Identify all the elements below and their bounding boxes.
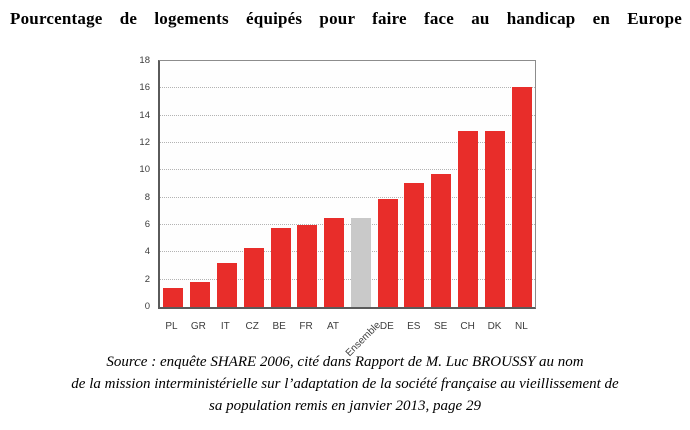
- x-tick-label-pl: PL: [165, 321, 178, 332]
- bar-es: [404, 182, 425, 307]
- bar-ch: [457, 130, 478, 307]
- bar-slot-nl: [508, 61, 535, 307]
- gridline-6: [160, 224, 535, 225]
- gridline-14: [160, 114, 535, 116]
- bar-ensemble: [350, 218, 371, 307]
- y-axis-labels: 0 2 4 6 8 10 12 14 16 18: [116, 55, 154, 312]
- bar-be: [270, 227, 291, 307]
- x-tick-label-es: ES: [407, 321, 421, 332]
- bar-slot-es: [401, 61, 428, 307]
- source-line-2: de la mission interministérielle sur l’a…: [71, 376, 619, 392]
- bar-slot-at: [321, 61, 348, 307]
- x-tick-label-se: SE: [434, 321, 448, 332]
- x-tick-label-nl: NL: [515, 321, 528, 332]
- y-tick-label-0: 0: [144, 301, 150, 312]
- bar-slot-de: [374, 61, 401, 307]
- bar-de: [377, 199, 398, 307]
- bar-pl: [163, 287, 184, 307]
- bar-se: [431, 174, 452, 307]
- gridline-16: [160, 87, 535, 89]
- y-tick-label-16: 16: [139, 82, 150, 94]
- gridline-10: [160, 169, 535, 171]
- x-tick-label-fr: FR: [299, 321, 313, 332]
- x-tick-label-be: BE: [272, 321, 286, 332]
- bar-fr: [297, 225, 318, 307]
- x-tick-label-it: IT: [220, 321, 230, 332]
- bar-slot-pl: [160, 61, 187, 307]
- bar-slot-cz: [240, 61, 267, 307]
- y-tick-label-18: 18: [139, 55, 150, 66]
- y-tick-label-12: 12: [139, 137, 150, 148]
- source-line-1: Source : enquête SHARE 2006, cité dans R…: [106, 354, 584, 370]
- x-tick-label-ensemble: Ensemble: [344, 320, 383, 359]
- bar-slot-be: [267, 61, 294, 307]
- chart-title: Pourcentage de logements équipés pour fa…: [10, 9, 682, 28]
- gridline-12: [160, 142, 535, 143]
- x-tick-label-dk: DK: [487, 321, 502, 332]
- bar-slot-fr: [294, 61, 321, 307]
- bar-slot-ch: [455, 61, 482, 307]
- source-citation: Source : enquête SHARE 2006, cité dans R…: [0, 351, 690, 417]
- y-tick-label-6: 6: [144, 219, 150, 230]
- y-tick-label-4: 4: [144, 246, 150, 258]
- bar-slot-gr: [187, 61, 214, 307]
- plot-area: [158, 60, 536, 309]
- bar-cz: [243, 248, 264, 307]
- bars: [160, 61, 535, 307]
- bar-slot-ensemble: [347, 61, 374, 307]
- bar-nl: [511, 86, 532, 307]
- source-line-3: sa population remis en janvier 2013, pag…: [209, 398, 481, 414]
- bar-it: [216, 263, 237, 307]
- y-tick-label-10: 10: [139, 164, 150, 176]
- bar-dk: [484, 130, 505, 307]
- x-tick-label-de: DE: [379, 321, 394, 332]
- x-tick-label-gr: GR: [190, 321, 206, 332]
- bar-slot-it: [214, 61, 241, 307]
- bar-slot-dk: [481, 61, 508, 307]
- gridline-4: [160, 251, 535, 253]
- x-tick-label-at: AT: [326, 321, 340, 332]
- bar-gr: [190, 282, 211, 307]
- x-tick-label-cz: CZ: [245, 321, 259, 332]
- y-tick-label-8: 8: [144, 191, 150, 203]
- x-axis-labels: PL GR IT CZ BE FR AT Ensemble DE ES SE CH DK NL: [158, 320, 535, 359]
- bar-slot-se: [428, 61, 455, 307]
- y-tick-label-14: 14: [139, 109, 150, 121]
- y-tick-label-2: 2: [144, 273, 150, 285]
- gridline-8: [160, 196, 535, 198]
- bar-at: [324, 218, 345, 307]
- x-tick-label-ch: CH: [460, 321, 475, 332]
- gridline-2: [160, 278, 535, 280]
